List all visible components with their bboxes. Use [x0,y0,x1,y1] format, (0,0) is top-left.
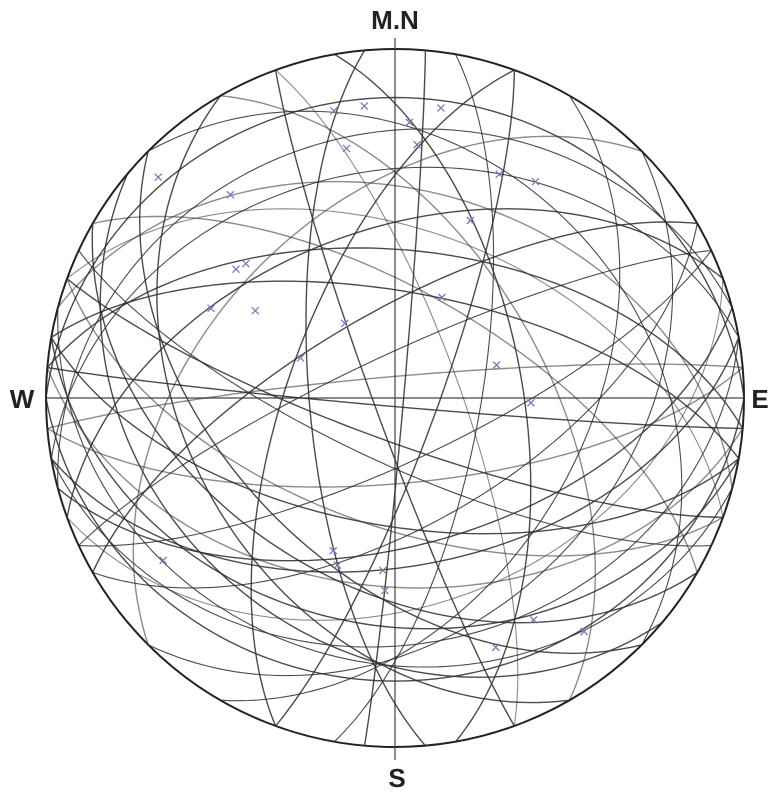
pole [413,140,422,149]
great-circle [132,135,643,646]
pole [231,265,240,274]
great-circle [274,69,516,727]
great-circle [147,150,674,677]
great-circle [50,166,740,459]
poles [154,102,589,652]
great-circle [305,49,426,747]
great-circle [91,223,698,624]
great-circle [50,337,740,573]
pole [251,306,260,315]
pole [436,104,445,112]
great-circle [50,280,740,460]
pole [491,643,500,652]
pole [405,118,414,127]
pole [342,144,351,153]
great-circle [57,180,733,489]
pole [159,556,168,565]
great-circle [50,337,740,630]
great-circle [66,208,724,518]
pole [380,586,389,595]
great-circle [66,278,724,519]
great-circle [45,96,745,399]
pole [207,304,215,313]
pole [531,177,540,186]
pole [378,566,387,575]
pole [241,259,250,268]
great-circle [78,249,712,546]
pole [495,170,504,179]
north-label: M.N [371,5,419,35]
pole [330,106,338,115]
west-label: W [10,384,35,414]
east-label: E [751,384,768,414]
great-circle [156,95,570,704]
great-circle [66,278,724,621]
pole [437,293,446,302]
great-circle [47,363,743,430]
great-circle [220,95,621,702]
great-circle [47,366,743,430]
pole [226,190,235,199]
south-label: S [388,763,405,793]
pole [360,102,369,110]
great-circle [50,337,740,648]
great-circle [66,278,724,557]
great-circle [275,69,516,727]
pole [527,398,535,407]
great-circle [57,128,733,489]
pole [296,353,305,362]
great-circle [138,151,642,655]
pole [466,216,475,225]
great-circle [46,367,744,589]
pole [329,546,338,555]
great-circle [220,95,596,701]
great-circle [92,215,698,573]
great-circle [99,173,663,678]
pole [529,615,538,624]
great-circle [46,247,744,429]
pole [154,173,163,182]
great-circle [50,337,740,535]
great-circle [250,69,515,727]
planes [45,49,745,747]
great-circle [92,221,698,573]
great-circle [334,54,495,743]
pole [340,319,349,328]
pole [333,561,342,570]
pole [580,627,589,636]
great-circle [275,69,519,727]
great-circle [66,208,724,518]
great-circle [147,110,683,646]
pole [492,361,501,369]
great-circle [363,50,427,746]
great-circle [92,223,698,589]
great-circle [45,397,745,682]
great-circle [78,250,712,547]
